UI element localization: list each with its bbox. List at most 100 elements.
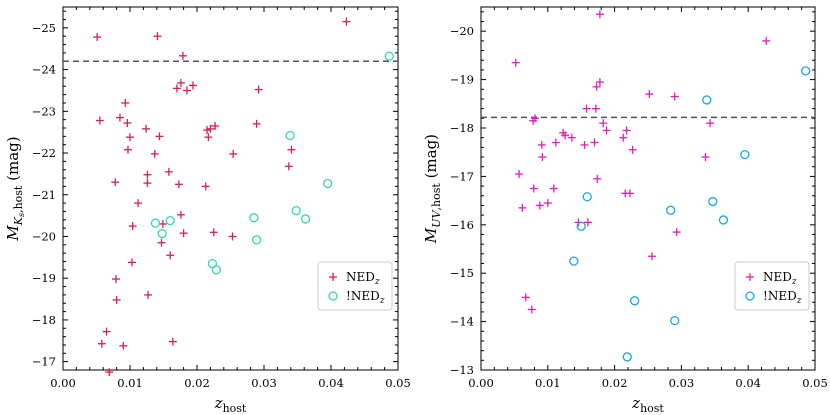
right-ned-point xyxy=(648,252,657,261)
left-ned-point xyxy=(182,86,191,95)
right-xtick-label: 0.02 xyxy=(602,376,628,390)
right-notned-point xyxy=(569,256,579,266)
left-notned-point xyxy=(251,235,262,245)
right-ned-point xyxy=(580,140,589,149)
left-notned-point xyxy=(165,215,175,226)
right-xtick-label: 0.00 xyxy=(468,376,494,390)
right-notned-point xyxy=(800,66,811,76)
right-notned-point xyxy=(708,196,718,207)
right-x-axis-label: zhost xyxy=(631,394,664,415)
left-ytick-label: −25 xyxy=(32,21,56,35)
left-x-axis-label: zhost xyxy=(214,394,247,415)
right-ned-point xyxy=(582,104,591,113)
right-ned-point xyxy=(521,293,530,302)
right-ned-point xyxy=(672,228,681,237)
left-ned-point xyxy=(97,339,106,348)
right-ned-point xyxy=(628,145,637,154)
right-ned-point xyxy=(515,169,524,178)
right-ned-point xyxy=(670,92,679,101)
left-notned-point xyxy=(249,213,259,223)
left-ned-point xyxy=(155,132,164,141)
right-notned-point xyxy=(718,215,729,225)
left-ned-point xyxy=(211,121,220,130)
right-xtick-label: 0.04 xyxy=(735,376,761,390)
left-ned-point xyxy=(176,78,185,87)
right-notned-point xyxy=(582,192,592,202)
left-ned-point xyxy=(93,33,102,42)
right-ned-point xyxy=(535,201,544,210)
left-ytick-label: −24 xyxy=(32,63,56,77)
left-xtick-label: 0.00 xyxy=(50,376,76,390)
right-ned-point xyxy=(593,174,602,183)
right-ned-point xyxy=(549,184,558,193)
left-legend-ned-label: NEDz xyxy=(346,270,380,287)
right-ned-point xyxy=(622,126,631,135)
right-notned-point xyxy=(670,315,680,326)
left-xtick-label: 0.05 xyxy=(385,376,411,390)
right-ned-point xyxy=(551,138,560,147)
right-ytick-label: −14 xyxy=(450,315,474,329)
left-ytick-label: −17 xyxy=(32,355,56,369)
right-ytick-label: −13 xyxy=(450,363,474,377)
right-plot-frame xyxy=(480,6,816,371)
right-xtick-label: 0.03 xyxy=(669,376,695,390)
right-ned-point xyxy=(595,10,604,19)
left-notned-point xyxy=(322,178,333,189)
right-legend-ned-marker xyxy=(746,273,754,281)
left-ned-point xyxy=(143,179,152,188)
left-ned-point xyxy=(153,32,162,41)
right-notned-point xyxy=(576,221,586,231)
right-y-axis-label: MUV,host (mag) xyxy=(422,134,443,244)
right-ned-point xyxy=(590,138,599,147)
left-xtick-label: 0.02 xyxy=(184,376,210,390)
left-ned-point xyxy=(95,116,104,125)
left-ned-point xyxy=(174,180,183,189)
left-ned-point xyxy=(204,133,213,142)
left-ned-point xyxy=(176,210,185,219)
right-ytick-label: −19 xyxy=(450,73,474,87)
left-legend-ned-marker xyxy=(329,273,337,281)
left-ned-point xyxy=(178,51,187,60)
left-ned-point xyxy=(150,149,159,158)
left-ned-point xyxy=(284,162,293,171)
right-panel: 0.00 0.01 0.02 0.03 0.04 0.05 −13 −14 −15 −16 −17 −… xyxy=(422,6,828,415)
left-xtick-label: 0.03 xyxy=(251,376,277,390)
right-notned-point xyxy=(666,205,676,215)
left-ned-point xyxy=(188,81,197,90)
left-ytick-label: −21 xyxy=(32,188,56,202)
right-xtick-label: 0.01 xyxy=(535,376,561,390)
left-legend-notned-marker xyxy=(328,291,338,301)
right-ytick-label: −17 xyxy=(450,169,474,183)
left-ned-point xyxy=(128,222,137,231)
left-ytick-label: −20 xyxy=(32,229,56,243)
left-ned-point xyxy=(203,126,212,135)
right-ned-point xyxy=(561,131,570,140)
right-ned-point xyxy=(511,58,520,67)
right-ned-point xyxy=(527,305,536,314)
left-xtick-label: 0.04 xyxy=(318,376,344,390)
right-ned-point xyxy=(518,203,527,212)
left-ned-point xyxy=(168,337,177,346)
left-y-axis-label: MKs,host (mag) xyxy=(4,136,26,241)
left-ned-point xyxy=(115,113,124,122)
right-legend: NEDz !NEDz xyxy=(734,261,810,311)
left-xtick-label: 0.01 xyxy=(117,376,143,390)
left-ned-point xyxy=(229,149,238,158)
left-ned-point xyxy=(144,290,153,299)
right-ned-point xyxy=(591,104,600,113)
right-legend-notned-marker xyxy=(745,291,755,301)
right-xtick-label: 0.05 xyxy=(802,376,828,390)
left-ned-point xyxy=(166,251,175,260)
left-legend-notned-label: !NEDz xyxy=(346,289,385,306)
left-notned-point xyxy=(384,51,394,61)
left-ned-point xyxy=(105,368,114,377)
right-ytick-label: −15 xyxy=(450,266,474,280)
left-ned-point xyxy=(126,133,134,142)
left-ned-point xyxy=(157,238,166,247)
left-ned-point xyxy=(111,178,120,187)
left-ytick-label: −18 xyxy=(32,313,56,327)
left-notned-point xyxy=(285,130,295,141)
left-ned-point xyxy=(252,119,261,128)
left-ned-point xyxy=(254,85,263,94)
